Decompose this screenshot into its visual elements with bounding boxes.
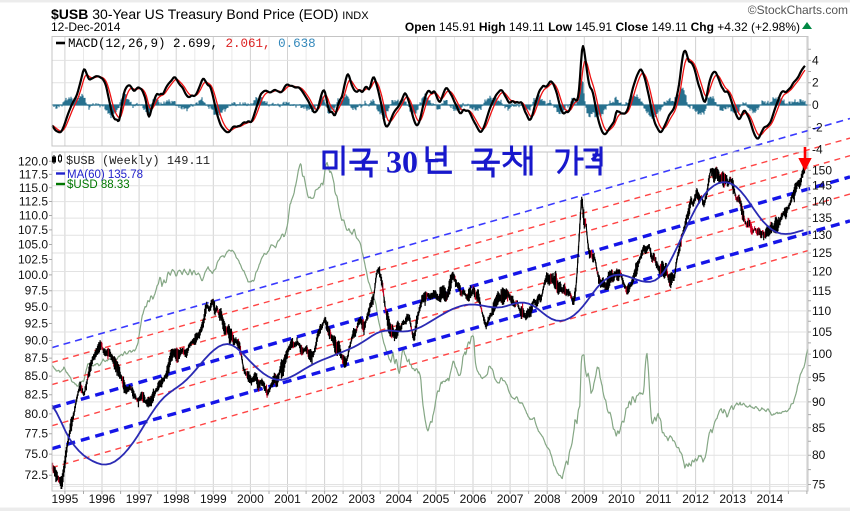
- svg-text:120: 120: [812, 265, 832, 279]
- svg-text:12-Dec-2014: 12-Dec-2014: [51, 20, 121, 34]
- svg-text:125: 125: [812, 246, 832, 260]
- svg-text:2002: 2002: [311, 492, 338, 506]
- svg-text:2010: 2010: [608, 492, 635, 506]
- svg-text:100: 100: [812, 347, 832, 361]
- svg-text:2011: 2011: [646, 492, 672, 506]
- svg-text:92.5: 92.5: [25, 317, 49, 331]
- svg-text:2003: 2003: [348, 492, 375, 506]
- svg-text:80.0: 80.0: [25, 407, 49, 421]
- svg-text:2: 2: [812, 76, 819, 90]
- svg-text:110.0: 110.0: [19, 209, 48, 223]
- svg-text:130: 130: [812, 228, 832, 242]
- svg-text:1995: 1995: [52, 492, 79, 506]
- svg-text:115: 115: [812, 284, 831, 298]
- svg-text:©StockCharts.com: ©StockCharts.com: [748, 3, 848, 17]
- svg-text:2004: 2004: [385, 492, 412, 506]
- svg-text:MACD(12,26,9) 2.699, 2.061, 0.: MACD(12,26,9) 2.699, 2.061, 0.638: [68, 37, 316, 51]
- svg-text:77.5: 77.5: [25, 427, 49, 441]
- svg-text:2012: 2012: [682, 492, 709, 506]
- svg-text:$USD 88.33: $USD 88.33: [67, 179, 130, 191]
- svg-text:107.5: 107.5: [18, 223, 48, 237]
- svg-text:-4: -4: [812, 143, 823, 157]
- svg-text:115.0: 115.0: [19, 181, 48, 195]
- svg-text:135: 135: [812, 211, 832, 225]
- svg-text:$USB (Weekly) 149.11: $USB (Weekly) 149.11: [66, 154, 210, 168]
- svg-text:2014: 2014: [756, 492, 783, 506]
- svg-text:1996: 1996: [89, 492, 116, 506]
- svg-text:-2: -2: [812, 120, 823, 134]
- svg-text:102.5: 102.5: [18, 253, 48, 267]
- svg-text:120.0: 120.0: [18, 154, 48, 168]
- svg-text:82.5: 82.5: [25, 388, 49, 402]
- svg-text:2007: 2007: [497, 492, 524, 506]
- svg-text:95: 95: [812, 370, 826, 384]
- svg-text:1999: 1999: [200, 492, 227, 506]
- svg-text:1998: 1998: [163, 492, 190, 506]
- svg-text:2005: 2005: [423, 492, 450, 506]
- svg-text:75: 75: [812, 478, 826, 492]
- svg-text:30: 30: [386, 144, 418, 180]
- svg-text:90.0: 90.0: [25, 334, 49, 348]
- svg-text:$USB 30-Year US Treasury Bond: $USB 30-Year US Treasury Bond Price (EOD…: [51, 6, 369, 22]
- svg-text:145: 145: [812, 179, 832, 193]
- svg-text:85: 85: [812, 421, 826, 435]
- svg-text:117.5: 117.5: [19, 167, 48, 181]
- svg-text:72.5: 72.5: [25, 468, 49, 482]
- svg-text:95.0: 95.0: [25, 300, 49, 314]
- svg-text:2013: 2013: [719, 492, 746, 506]
- svg-text:2006: 2006: [460, 492, 487, 506]
- svg-text:1997: 1997: [126, 492, 153, 506]
- svg-text:85.0: 85.0: [25, 369, 49, 383]
- svg-text:97.5: 97.5: [25, 284, 49, 298]
- svg-text:2009: 2009: [571, 492, 598, 506]
- svg-text:150: 150: [812, 163, 832, 177]
- svg-text:MA(60) 135.78: MA(60) 135.78: [67, 169, 143, 181]
- svg-text:112.5: 112.5: [19, 195, 48, 209]
- svg-text:90: 90: [812, 395, 826, 409]
- svg-text:87.5: 87.5: [25, 351, 49, 365]
- svg-text:140: 140: [812, 195, 832, 209]
- svg-text:75.0: 75.0: [25, 447, 49, 461]
- svg-text:2001: 2001: [274, 492, 301, 506]
- svg-text:4: 4: [812, 53, 819, 67]
- svg-text:0: 0: [812, 98, 819, 112]
- svg-text:2000: 2000: [237, 492, 264, 506]
- svg-text:105.0: 105.0: [18, 238, 48, 252]
- svg-text:Open 145.91 High 149.11 Low 14: Open 145.91 High 149.11 Low 145.91 Close…: [405, 20, 800, 34]
- svg-text:105: 105: [812, 325, 832, 339]
- svg-text:80: 80: [812, 448, 826, 462]
- svg-text:2008: 2008: [534, 492, 561, 506]
- svg-text:110: 110: [812, 304, 831, 318]
- svg-text:100.0: 100.0: [18, 268, 48, 282]
